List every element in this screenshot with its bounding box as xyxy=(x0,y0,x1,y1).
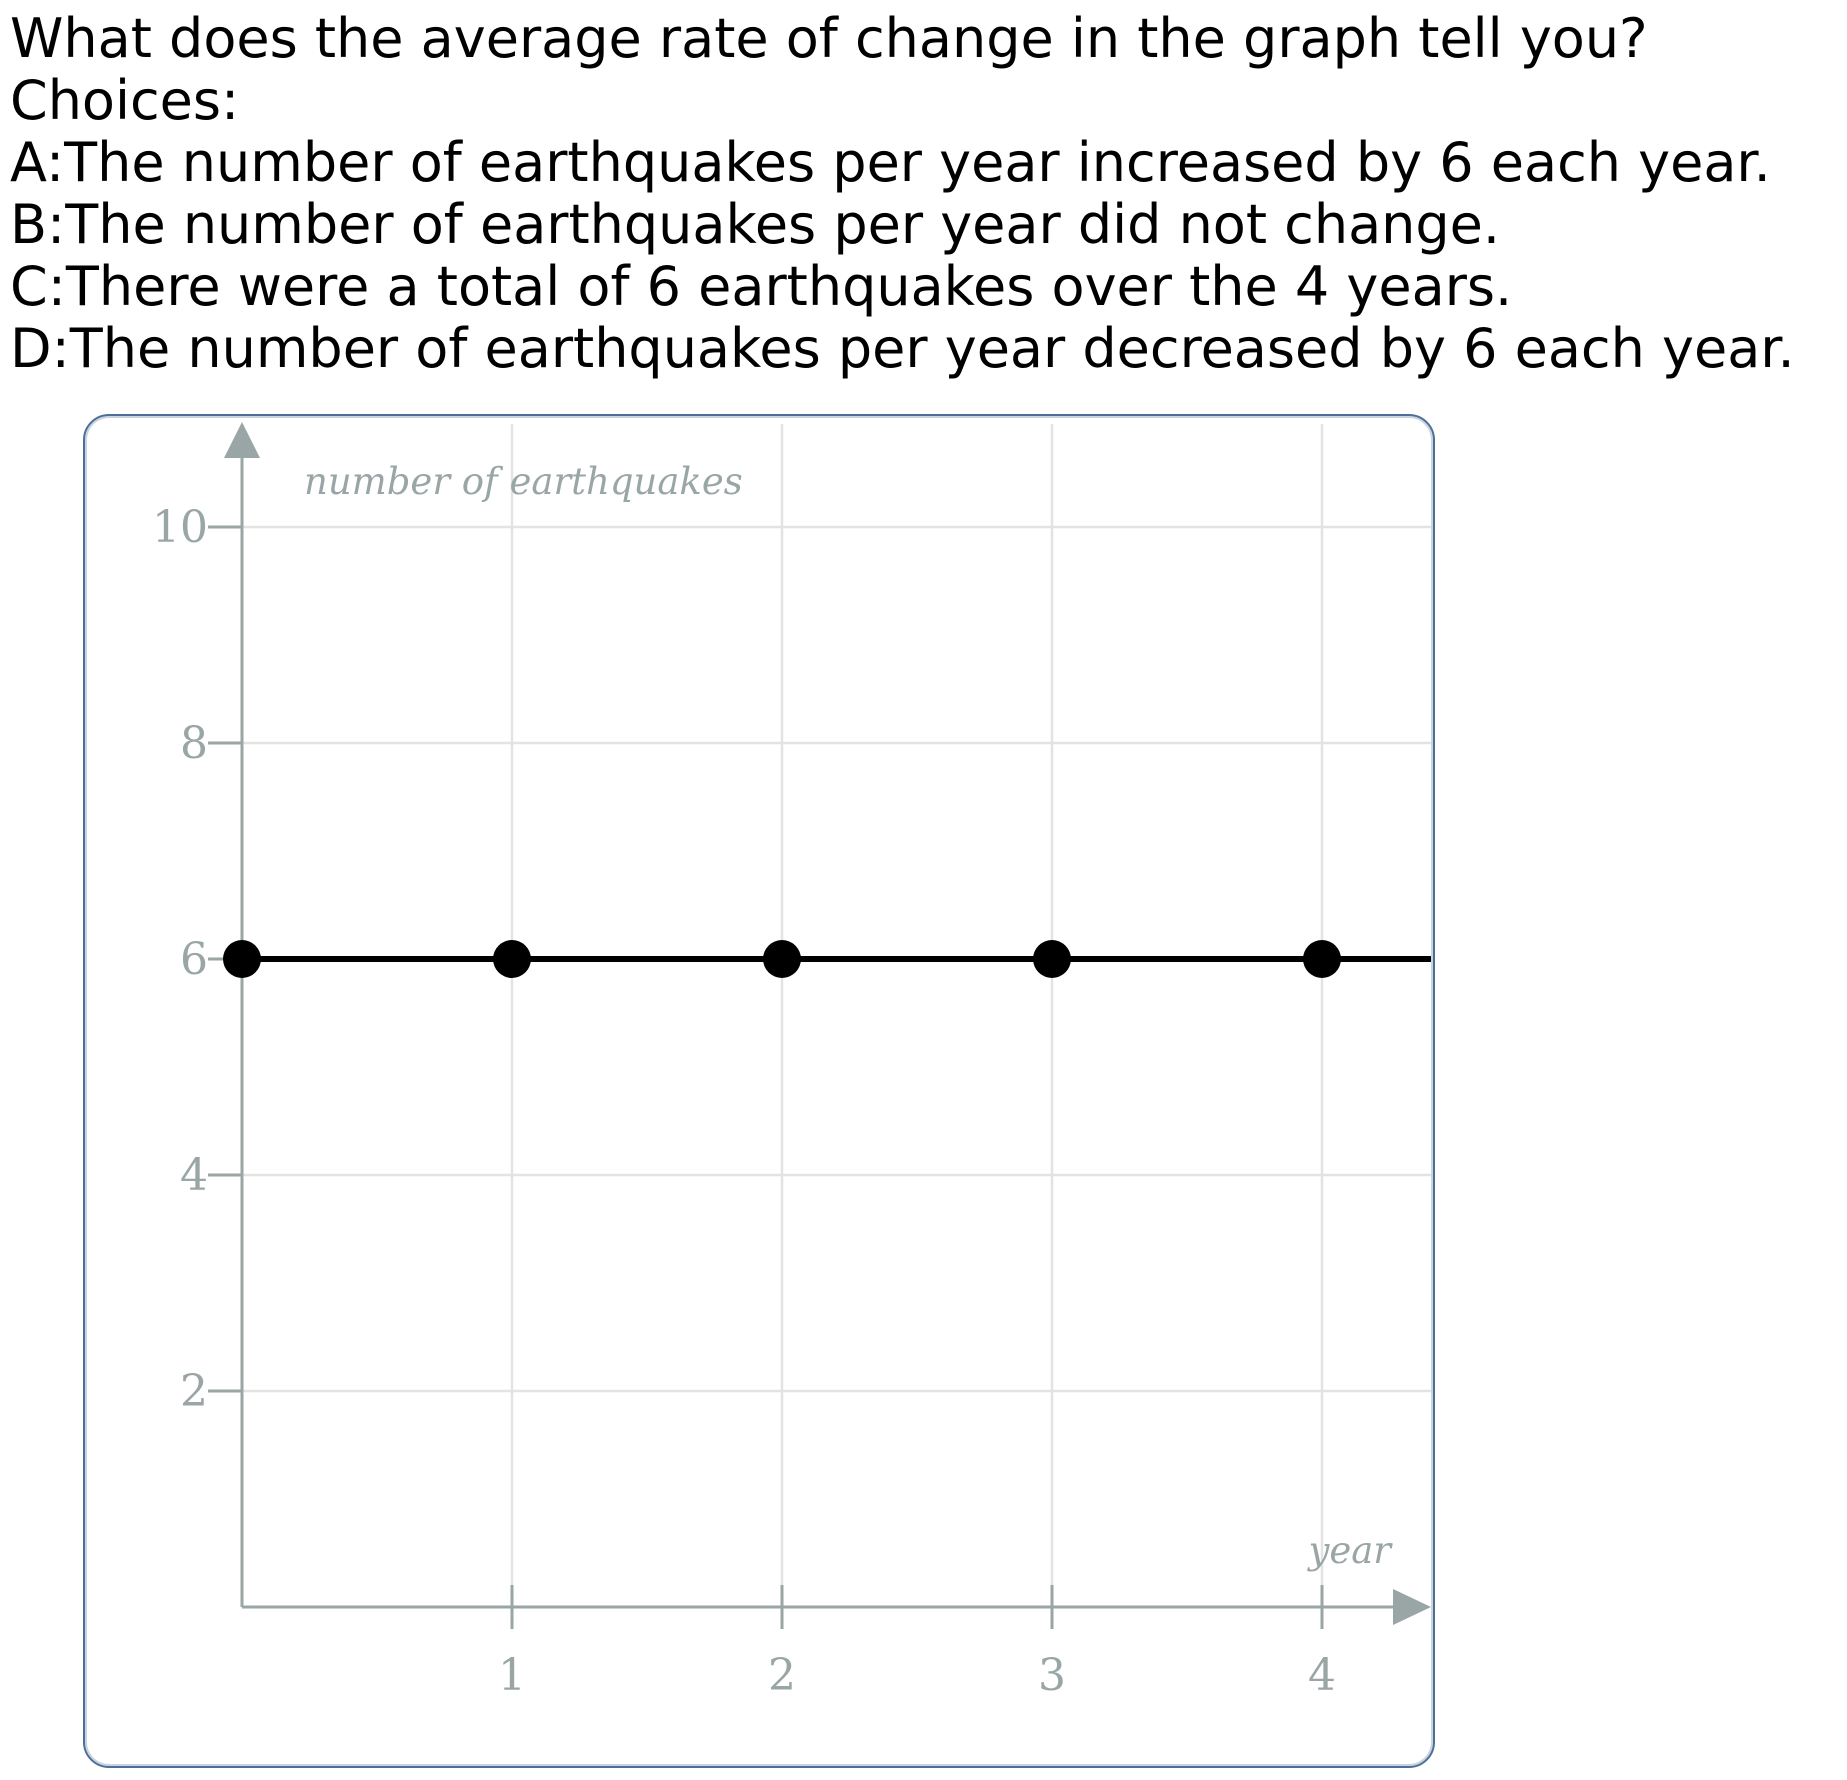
choices-label: Choices: xyxy=(10,69,240,132)
y-tick-label: 6 xyxy=(180,934,208,985)
y-axis-title: number of earthquakes xyxy=(304,460,743,503)
y-tick-label: 4 xyxy=(180,1150,208,1201)
data-point xyxy=(1303,940,1341,978)
x-tick-label: 1 xyxy=(498,1650,526,1701)
axis-layer: 1 2 3 4 2 4 6 8 10 xyxy=(152,422,1431,1701)
chart-frame: 1 2 3 4 2 4 6 8 10 number of earthquakes year xyxy=(83,414,1435,1768)
grid-layer xyxy=(242,424,1431,1607)
y-tick-label: 8 xyxy=(180,718,208,769)
question-prompt: What does the average rate of change in … xyxy=(10,7,1648,70)
y-axis-arrow xyxy=(224,422,260,458)
series-layer xyxy=(223,940,1431,978)
choice-d[interactable]: D:The number of earthquakes per year dec… xyxy=(10,317,1795,380)
chart-svg: 1 2 3 4 2 4 6 8 10 number of earthquakes year xyxy=(152,422,1431,1701)
data-point xyxy=(493,940,531,978)
data-point xyxy=(223,940,261,978)
data-point xyxy=(763,940,801,978)
x-tick-label: 3 xyxy=(1038,1650,1066,1701)
x-axis-title: year xyxy=(1306,1529,1393,1572)
y-tick-label: 2 xyxy=(180,1366,208,1417)
x-tick-label: 2 xyxy=(768,1650,796,1701)
choice-b[interactable]: B:The number of earthquakes per year did… xyxy=(10,193,1501,256)
question-block: What does the average rate of change in … xyxy=(10,8,1840,380)
x-axis-arrow xyxy=(1393,1589,1431,1625)
y-tick-label: 10 xyxy=(152,502,208,553)
x-tick-label: 4 xyxy=(1308,1650,1336,1701)
data-point xyxy=(1033,940,1071,978)
choice-a[interactable]: A:The number of earthquakes per year inc… xyxy=(10,131,1771,194)
choice-c[interactable]: C:There were a total of 6 earthquakes ov… xyxy=(10,255,1513,318)
